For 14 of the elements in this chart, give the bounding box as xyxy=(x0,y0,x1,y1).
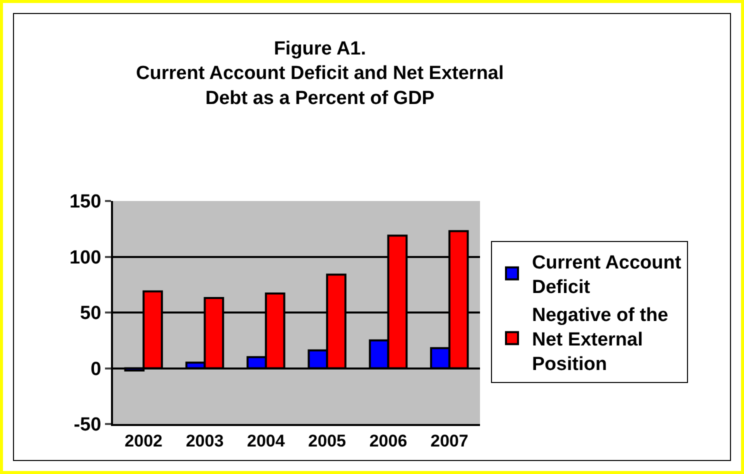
x-tick-label: 2004 xyxy=(247,431,286,450)
x-tick-label: 2005 xyxy=(308,431,346,450)
x-tick-label: 2003 xyxy=(186,431,224,450)
legend-label: Negative of the Net External Position xyxy=(532,304,668,376)
y-tick-label: 0 xyxy=(90,358,102,380)
x-tick-label: 2007 xyxy=(430,431,468,450)
y-tick-label: 50 xyxy=(80,303,102,324)
y-tick-label: 100 xyxy=(69,247,102,268)
y-tick-label: 150 xyxy=(69,192,102,213)
legend-label: Current Account Deficit xyxy=(532,252,682,298)
x-tick-label: 2006 xyxy=(369,431,408,450)
chart-title: Figure A1. Current Account Deficit and Net External Debt as a Percent of GDP xyxy=(136,38,504,109)
y-tick-label: -50 xyxy=(74,414,102,436)
x-tick-label: 2002 xyxy=(124,431,162,450)
